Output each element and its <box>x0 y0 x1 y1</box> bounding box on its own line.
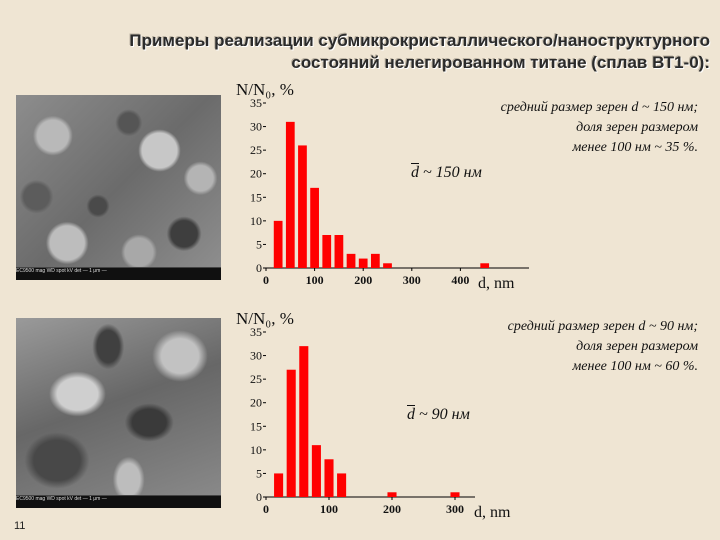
d-bar-symbol: d <box>411 164 419 181</box>
micrograph-2: EC9500 mag WD spot kV det — 1 μm — <box>16 318 221 508</box>
y-tick-label: 10 <box>250 443 262 457</box>
title-line-1: Примеры реализации субмикрокристаллическ… <box>129 31 710 50</box>
annotation-2: средний размер зерен d ~ 90 нм; доля зер… <box>378 317 698 377</box>
x-tick-label: 400 <box>451 273 469 287</box>
histogram-bar <box>298 145 307 268</box>
x-tick-label: 200 <box>354 273 372 287</box>
histogram-bar <box>286 369 296 497</box>
annotation-1-line-2: доля зерен размером <box>576 120 698 135</box>
y-axis-label: N/N₀, % <box>236 80 294 99</box>
d-bar-symbol: d <box>407 406 415 423</box>
y-tick-label: 15 <box>250 190 262 204</box>
y-tick-label: 20 <box>250 396 262 410</box>
annotation-2-line-3: менее 100 нм ~ 60 %. <box>572 359 698 374</box>
histogram-bar <box>358 258 368 268</box>
histogram-bar <box>370 253 380 268</box>
y-tick-label: 10 <box>250 214 262 228</box>
histogram-bar <box>310 187 319 268</box>
x-tick-label: 100 <box>306 273 324 287</box>
y-tick-label: 0 <box>256 261 262 275</box>
micrograph-1-databar: EC9500 mag WD spot kV det — 1 μm — <box>16 267 221 280</box>
histogram-bar <box>334 235 344 268</box>
y-axis-label: N/N₀, % <box>236 309 294 328</box>
y-tick-label: 25 <box>250 143 262 157</box>
x-axis-label: d, nm <box>474 504 511 521</box>
x-axis-label: d, nm <box>478 275 515 292</box>
y-tick-label: 20 <box>250 167 262 181</box>
histogram-bar <box>480 263 490 268</box>
y-tick-label: 35 <box>250 96 262 110</box>
mean-size-label-2: d ~ 90 нм <box>407 406 470 424</box>
y-tick-label: 30 <box>250 120 262 134</box>
y-tick-label: 30 <box>250 349 262 363</box>
histogram-bar <box>324 459 334 497</box>
histogram-bar <box>285 121 295 268</box>
mean-size-value-2: ~ 90 нм <box>419 406 470 423</box>
annotation-1: средний размер зерен d ~ 150 нм; доля зе… <box>378 98 698 158</box>
micrograph-2-databar: EC9500 mag WD spot kV det — 1 μm — <box>16 495 221 508</box>
histogram-bar <box>274 473 284 497</box>
x-tick-label: 100 <box>320 502 338 516</box>
x-tick-label: 200 <box>383 502 401 516</box>
histogram-bar <box>322 235 332 268</box>
histogram-bar <box>337 473 347 497</box>
micrograph-1: EC9500 mag WD spot kV det — 1 μm — <box>16 95 221 280</box>
mean-size-label-1: d ~ 150 нм <box>411 164 482 182</box>
histogram-bar <box>450 492 460 497</box>
histogram-bar <box>346 253 356 268</box>
y-tick-label: 5 <box>256 237 262 251</box>
y-tick-label: 5 <box>256 466 262 480</box>
y-tick-label: 15 <box>250 419 262 433</box>
y-tick-label: 0 <box>256 490 262 504</box>
x-tick-label: 300 <box>446 502 464 516</box>
histogram-bar <box>311 445 321 497</box>
x-tick-label: 300 <box>403 273 421 287</box>
histogram-bar <box>299 346 309 497</box>
page-number: 11 <box>14 520 26 532</box>
histogram-bar <box>383 263 392 268</box>
slide-title: Примеры реализации субмикрокристаллическ… <box>60 30 710 74</box>
annotation-2-line-2: доля зерен размером <box>576 339 698 354</box>
y-tick-label: 35 <box>250 325 262 339</box>
annotation-1-line-1: средний размер зерен d ~ 150 нм; <box>500 100 698 115</box>
x-tick-label: 0 <box>263 273 269 287</box>
histogram-bar <box>273 220 283 268</box>
mean-size-value-1: ~ 150 нм <box>423 164 482 181</box>
histogram-bar <box>387 492 397 497</box>
title-line-2: состояний нелегированном титане (сплав В… <box>291 53 710 72</box>
x-tick-label: 0 <box>263 502 269 516</box>
annotation-2-line-1: средний размер зерен d ~ 90 нм; <box>507 319 698 334</box>
y-tick-label: 25 <box>250 372 262 386</box>
annotation-1-line-3: менее 100 нм ~ 35 %. <box>572 140 698 155</box>
